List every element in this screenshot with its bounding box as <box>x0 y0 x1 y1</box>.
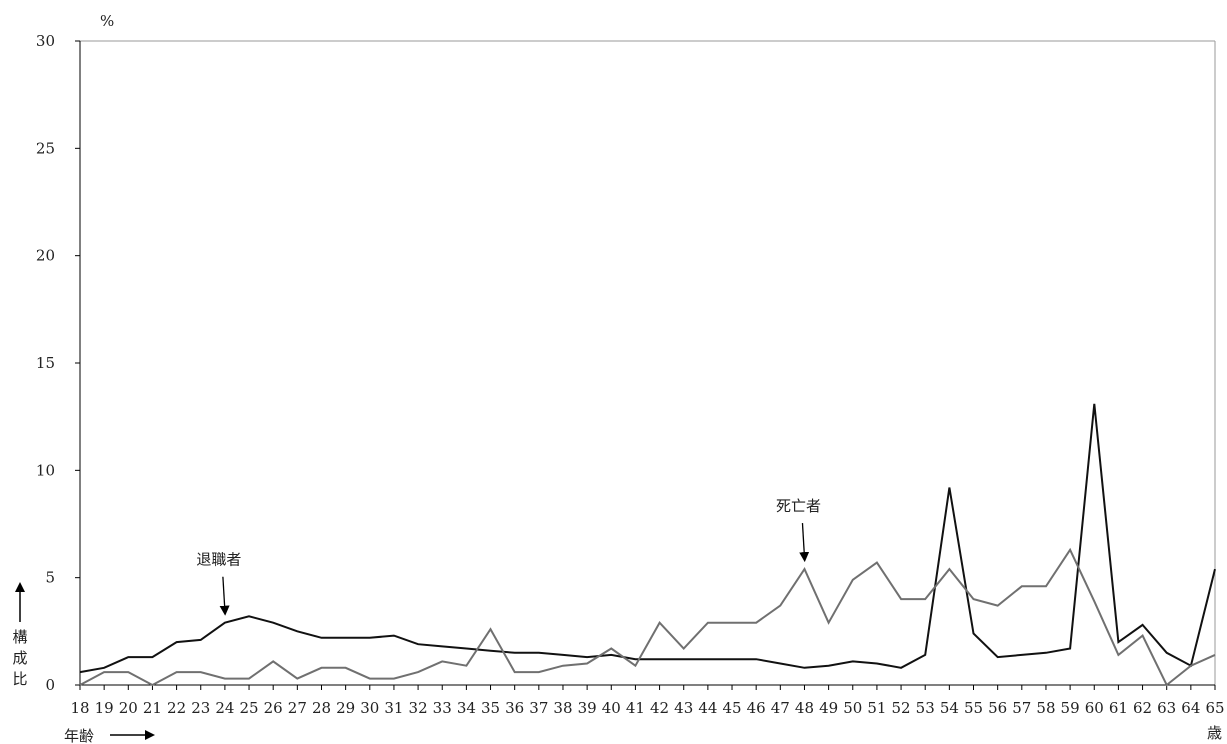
y-tick-label: 25 <box>36 139 55 157</box>
x-tick-label: 47 <box>771 699 790 717</box>
annotation-arrow <box>219 576 230 616</box>
x-tick-label: 46 <box>747 699 766 717</box>
series-line-deaths <box>79 547 1216 687</box>
annotations: 退職者 死亡者 <box>196 497 821 616</box>
y-unit-label: % <box>100 12 114 30</box>
x-tick-label: 58 <box>1036 699 1055 717</box>
x-tick-label: 59 <box>1061 699 1080 717</box>
x-tick-label: 65 <box>1205 699 1224 717</box>
x-tick-label: 42 <box>650 699 669 717</box>
x-tick-label: 31 <box>384 699 403 717</box>
x-axis-label: 年齢 <box>64 727 94 744</box>
x-tick-label: 49 <box>819 699 838 717</box>
x-tick-label: 37 <box>529 699 548 717</box>
y-axis-label: 構成比 <box>12 628 27 688</box>
x-tick-label: 29 <box>336 699 355 717</box>
y-tick-label: 15 <box>36 354 55 372</box>
x-tick-label: 26 <box>264 699 283 717</box>
x-tick-label: 61 <box>1109 699 1128 717</box>
x-tick-label: 32 <box>409 699 428 717</box>
x-tick-label: 23 <box>191 699 210 717</box>
x-tick-label: 25 <box>239 699 258 717</box>
x-tick-label: 30 <box>360 699 379 717</box>
y-tick-label: 10 <box>36 461 55 479</box>
x-tick-label: 41 <box>626 699 645 717</box>
x-axis-ticks: 18 19 20 21 22 23 24 25 26 27 28 29 30 31 32 33 34 35 36 37… <box>70 685 1225 717</box>
y-axis-ticks: 0 5 10 15 20 25 30 <box>36 32 80 694</box>
x-tick-label: 43 <box>674 699 693 717</box>
x-tick-label: 52 <box>892 699 911 717</box>
x-tick-label: 63 <box>1157 699 1176 717</box>
x-unit-label: 歳 <box>1207 724 1222 742</box>
x-tick-label: 54 <box>940 699 959 717</box>
x-tick-label: 44 <box>698 699 717 717</box>
series-line-retirees <box>79 403 1216 674</box>
x-tick-label: 21 <box>143 699 162 717</box>
x-tick-label: 38 <box>553 699 572 717</box>
x-tick-label: 35 <box>481 699 500 717</box>
x-tick-label: 36 <box>505 699 524 717</box>
x-tick-label: 60 <box>1085 699 1104 717</box>
x-tick-label: 56 <box>988 699 1007 717</box>
x-tick-label: 22 <box>167 699 186 717</box>
x-tick-label: 51 <box>867 699 886 717</box>
y-tick-label: 0 <box>45 676 55 694</box>
annotation-arrow <box>799 523 810 563</box>
x-tick-label: 19 <box>95 699 114 717</box>
x-tick-label: 39 <box>578 699 597 717</box>
x-tick-label: 53 <box>916 699 935 717</box>
y-tick-label: 20 <box>36 247 55 265</box>
x-tick-label: 28 <box>312 699 331 717</box>
x-tick-label: 55 <box>964 699 983 717</box>
x-tick-label: 45 <box>722 699 741 717</box>
x-tick-label: 40 <box>602 699 621 717</box>
x-tick-label: 50 <box>843 699 862 717</box>
x-tick-label: 34 <box>457 699 476 717</box>
annotation-deaths-label: 死亡者 <box>776 497 821 515</box>
x-tick-label: 33 <box>433 699 452 717</box>
x-tick-label: 24 <box>215 699 234 717</box>
x-tick-label: 57 <box>1012 699 1031 717</box>
x-tick-label: 20 <box>119 699 138 717</box>
x-tick-label: 48 <box>795 699 814 717</box>
series-group <box>79 403 1216 687</box>
y-tick-label: 5 <box>45 569 55 587</box>
y-tick-label: 30 <box>36 32 55 50</box>
annotation-retirees-label: 退職者 <box>196 551 241 569</box>
x-tick-label: 18 <box>70 699 89 717</box>
x-tick-label: 64 <box>1181 699 1200 717</box>
x-tick-label: 27 <box>288 699 307 717</box>
plot-frame <box>79 40 1216 686</box>
x-tick-label: 62 <box>1133 699 1152 717</box>
